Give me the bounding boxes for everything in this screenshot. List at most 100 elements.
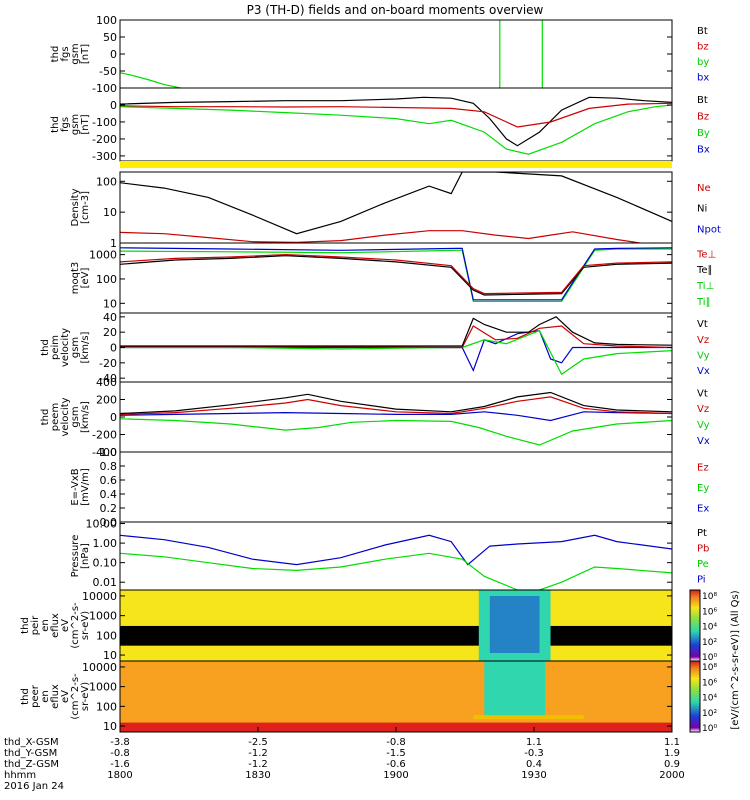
series-bt-line	[120, 96, 672, 147]
x-row-value: 1930	[521, 770, 546, 781]
panel-frame	[119, 242, 673, 314]
y-axis-label: [cm-3]	[80, 191, 91, 224]
y-tick-label: 1.00	[93, 537, 118, 550]
y-axis-label: peem	[50, 403, 61, 431]
y-axis-label: eV	[60, 690, 71, 703]
y-axis-label: eV	[60, 619, 71, 632]
y-tick-label: 1000	[89, 681, 117, 694]
x-row-value: -1.2	[248, 748, 268, 759]
x-row-value: -0.6	[386, 759, 406, 770]
y-tick-label: 1000	[89, 249, 117, 262]
colorbar-tick-label: 10⁴	[702, 694, 717, 704]
y-tick-label: 100	[96, 629, 117, 642]
series-te∥-line	[120, 255, 672, 296]
panel-4: 100 10 1 Density [cm-3] Ne Ni Npot	[70, 171, 721, 250]
x-row-label: hhmm	[4, 770, 36, 781]
panel-6: 40 20 0 -20 -40 thd peim velocity gsm [km/s] Vt Vz V…	[40, 311, 710, 385]
spectrogram-bg	[120, 661, 672, 732]
y-tick-label: 0	[110, 411, 117, 424]
y-tick-label: 0.10	[93, 557, 118, 570]
panel-3	[120, 161, 672, 168]
y-tick-label: 40	[103, 311, 117, 324]
colorbar-tick-label: 10⁶	[702, 678, 717, 688]
x-row-value: 1.1	[526, 737, 542, 748]
y-axis-label: [nT]	[80, 114, 91, 134]
y-axis-label: (cm^2-s-	[70, 602, 81, 649]
legend-vx: Vx	[697, 366, 710, 377]
y-tick-label: 0.8	[100, 460, 118, 473]
y-axis-label: eflux	[50, 613, 61, 638]
legend-ti⊥: Ti⊥	[696, 281, 714, 292]
x-row-value: -1.5	[386, 748, 406, 759]
series-vy-line	[120, 329, 672, 376]
legend-pb: Pb	[697, 543, 709, 554]
legend-pt: Pt	[697, 528, 707, 539]
y-tick-label: 10.00	[86, 518, 118, 531]
legend-vy: Vy	[697, 420, 710, 431]
y-axis-label: sr-eV)	[80, 611, 91, 640]
y-tick-label: 0	[110, 342, 117, 355]
y-tick-label: 0.0	[100, 516, 118, 529]
y-tick-label: 10	[103, 297, 117, 310]
panel-2: 0 -100 -200 -300 thd fgs gsm [nT] Bt Bz By Bx	[50, 87, 710, 163]
y-tick-label: 10000	[82, 590, 117, 603]
y-tick-label: 100	[96, 700, 117, 713]
colorbar-tick-label: 10²	[702, 638, 717, 648]
y-tick-label: 1.0	[100, 446, 118, 459]
legend-bx: bx	[697, 72, 709, 83]
y-tick-label: -400	[92, 446, 117, 459]
y-tick-label: 100	[96, 273, 117, 286]
y-axis-label: [nT]	[80, 44, 91, 64]
y-tick-label: 0.4	[100, 488, 118, 501]
y-axis-label: [mV/m]	[80, 468, 91, 506]
legend-pe: Pe	[697, 559, 709, 570]
legend-vz: Vz	[697, 335, 709, 346]
x-row-label: thd_X-GSM	[4, 737, 59, 748]
series-ti∥-line	[120, 247, 672, 301]
series-by-line	[120, 104, 672, 155]
y-axis-label: sr-eV)	[80, 682, 91, 711]
spectrogram-bg	[120, 590, 672, 661]
panel-5: 1000 100 10 moqt3 [eV] Te⊥ Te∥ Ti⊥ Ti∥	[70, 242, 716, 314]
date-label: 2016 Jan 24	[4, 781, 64, 792]
x-row-value: 0.4	[526, 759, 542, 770]
y-axis-label: thd	[20, 617, 31, 634]
x-row-value: -0.3	[524, 748, 544, 759]
y-tick-label: -300	[92, 150, 117, 163]
spectrogram	[120, 661, 672, 732]
panel-10: 10000 1000 100 10 thd peir en eflux eV (cm^2-s-sr…	[20, 589, 673, 662]
x-row-value: -3.8	[110, 737, 130, 748]
y-axis-label: fgs	[60, 117, 71, 132]
panel-frame	[119, 521, 673, 591]
x-row-value: -1.2	[248, 759, 268, 770]
colorbar-tick-label: 10²	[702, 709, 717, 719]
legend-ez: Ez	[697, 463, 709, 474]
y-axis-label: thd	[40, 409, 51, 426]
colorbar-tick-label: 10⁶	[702, 607, 717, 617]
y-axis-label: [nPa]	[80, 543, 91, 569]
core-region	[484, 661, 546, 717]
y-tick-label: 0.2	[100, 502, 118, 515]
legend-ey: Ey	[697, 483, 709, 494]
x-row-value: 1830	[245, 770, 270, 781]
legend-npot: Npot	[697, 225, 721, 236]
y-tick-label: -100	[92, 116, 117, 129]
spectrogram	[120, 590, 672, 661]
y-tick-label: -200	[92, 429, 117, 442]
panel-11: 10000 1000 100 10 thd peer en eflux eV (cm^2-s-sr…	[20, 660, 673, 733]
x-row-value: -0.8	[386, 737, 406, 748]
y-tick-label: -200	[92, 133, 117, 146]
series-te⊥-line	[120, 253, 672, 295]
y-tick-label: 0	[110, 48, 117, 61]
series-vy-line	[120, 418, 672, 446]
low-energy-band	[120, 625, 672, 646]
y-axis-label: [km/s]	[80, 331, 91, 363]
series-by-line	[120, 72, 181, 88]
legend-te∥: Te∥	[696, 265, 713, 276]
x-row-value: -0.8	[110, 748, 130, 759]
legend-vt: Vt	[697, 388, 708, 399]
x-row-value: 1900	[383, 770, 408, 781]
series-vz-line	[120, 325, 672, 349]
y-axis-label: peim	[50, 335, 61, 360]
